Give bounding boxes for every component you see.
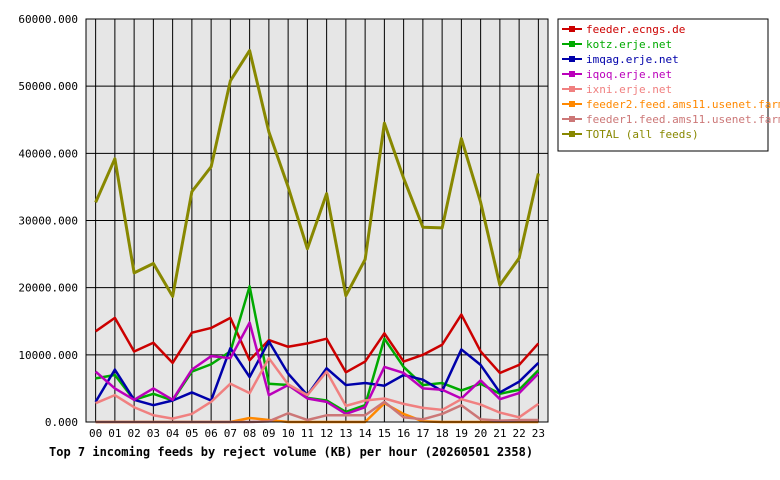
y-tick-label: 30000.000 — [18, 215, 78, 228]
x-tick-label: 09 — [262, 427, 275, 440]
legend-marker — [569, 26, 575, 32]
x-tick-label: 08 — [243, 427, 256, 440]
x-tick-label: 20 — [474, 427, 487, 440]
x-tick-label: 15 — [378, 427, 391, 440]
x-tick-label: 02 — [128, 427, 141, 440]
legend-label: kotz.erje.net — [586, 38, 672, 51]
x-tick-label: 19 — [455, 427, 468, 440]
x-tick-label: 22 — [513, 427, 526, 440]
x-tick-label: 17 — [416, 427, 429, 440]
x-tick-label: 07 — [224, 427, 237, 440]
legend-marker — [569, 101, 575, 107]
x-axis-ticks: 00 01 02 03 04 05 06 07 08 09 10 11 12 13 14 15 16 17 18 19… — [89, 427, 545, 440]
legend-marker — [569, 116, 575, 122]
legend-label: feeder2.feed.ams11.usenet.farm — [586, 98, 780, 111]
legend: feeder.ecngs.de kotz.erje.net imqag.erje.n… — [557, 18, 780, 152]
legend-label: ixni.erje.net — [586, 83, 672, 96]
y-tick-label: 20000.000 — [18, 282, 78, 295]
legend-box — [557, 18, 769, 152]
x-tick-label: 03 — [147, 427, 160, 440]
x-tick-label: 05 — [185, 427, 198, 440]
legend-marker — [569, 131, 575, 137]
x-tick-label: 10 — [282, 427, 295, 440]
legend-label: imqag.erje.net — [586, 53, 679, 66]
x-tick-label: 06 — [205, 427, 218, 440]
legend-marker — [569, 41, 575, 47]
chart-title: Top 7 incoming feeds by reject volume (K… — [49, 445, 533, 459]
legend-label: feeder1.feed.ams11.usenet.farm — [586, 113, 780, 126]
x-tick-label: 01 — [108, 427, 121, 440]
legend-label: iqoq.erje.net — [586, 68, 672, 81]
legend-marker — [569, 56, 575, 62]
series-line-4 — [95, 356, 540, 420]
y-tick-label: 50000.000 — [18, 80, 78, 93]
series-line-7 — [94, 49, 540, 298]
y-tick-label: 40000.000 — [18, 147, 78, 160]
y-tick-label: 0.000 — [45, 416, 78, 429]
plot-border — [85, 18, 549, 423]
gridlines — [86, 19, 548, 422]
x-tick-label: 04 — [166, 427, 180, 440]
series-line-3 — [94, 321, 540, 416]
legend-marker — [569, 71, 575, 77]
legend-label: TOTAL (all feeds) — [586, 128, 699, 141]
y-axis-ticks: 0.000 10000.000 20000.000 30000.000 40000.00… — [18, 13, 78, 429]
series-line-0 — [94, 313, 540, 375]
legend-label: feeder.ecngs.de — [586, 23, 685, 36]
y-tick-label: 10000.000 — [18, 349, 78, 362]
x-tick-label: 18 — [436, 427, 449, 440]
legend-marker — [569, 86, 575, 92]
x-tick-label: 00 — [89, 427, 102, 440]
x-tick-label: 11 — [301, 427, 314, 440]
x-tick-label: 13 — [339, 427, 352, 440]
x-tick-label: 21 — [493, 427, 506, 440]
y-tick-label: 60000.000 — [18, 13, 78, 26]
x-tick-label: 14 — [359, 427, 373, 440]
x-tick-label: 16 — [397, 427, 410, 440]
x-tick-label: 12 — [320, 427, 333, 440]
x-tick-label: 23 — [532, 427, 545, 440]
